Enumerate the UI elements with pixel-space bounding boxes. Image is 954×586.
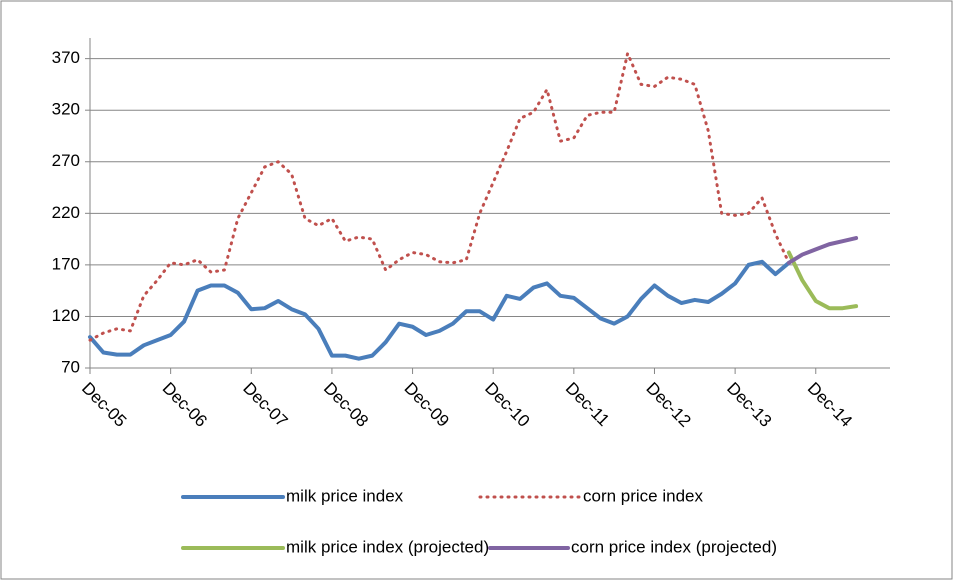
legend-label: corn price index (projected) xyxy=(571,537,777,556)
series-line xyxy=(88,259,791,361)
series-line xyxy=(786,236,859,265)
y-tick-label: 170 xyxy=(52,254,80,273)
legend-label: corn price index xyxy=(583,486,704,505)
y-tick-label: 270 xyxy=(52,151,80,170)
y-tick-label: 120 xyxy=(52,306,80,325)
y-tick-label: 70 xyxy=(61,357,80,376)
legend-label: milk price index (projected) xyxy=(286,537,489,556)
legend-label: milk price index xyxy=(286,486,404,505)
y-tick-label: 320 xyxy=(52,100,80,119)
y-tick-label: 370 xyxy=(52,48,80,67)
series-line xyxy=(786,250,859,311)
y-tick-label: 220 xyxy=(52,203,80,222)
series-line xyxy=(88,51,791,342)
